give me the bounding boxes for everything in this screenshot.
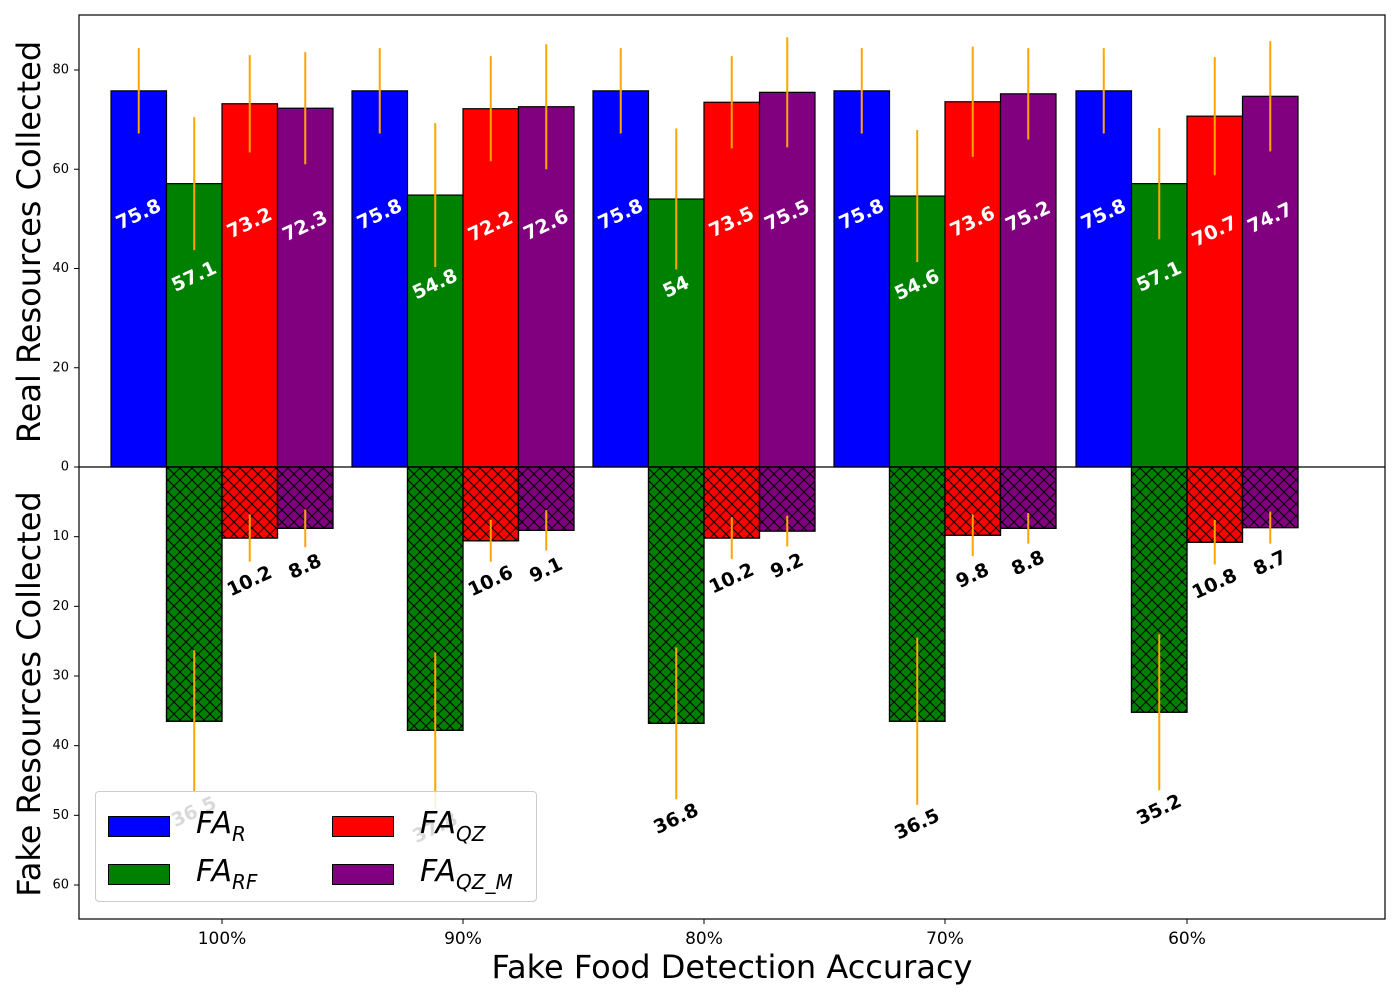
bar-real-s3-c4 [1241, 95, 1299, 468]
y-tick-label-fake-2: 30 [52, 669, 69, 684]
data-label-fake-s2-c1: 10.6 [465, 561, 517, 601]
data-label-fake-s2-c4: 10.8 [1189, 564, 1241, 604]
x-tick-label-1: 90% [444, 929, 482, 949]
data-label-fake-s2-c2: 10.2 [706, 559, 758, 599]
legend-swatch-fa-r [108, 815, 170, 837]
y-tick-label-real-2: 40 [52, 261, 69, 276]
x-tick-label-4: 60% [1168, 929, 1206, 949]
legend-label-fa-r: FAR [196, 806, 246, 846]
legend-entry-fa-r: FAR [108, 806, 246, 846]
data-label-fake-s2-c3: 9.8 [953, 559, 993, 593]
x-axis-title: Fake Food Detection Accuracy [492, 948, 973, 986]
bar-real-s2-c0 [221, 103, 279, 468]
data-label-fake-s3-c3: 8.8 [1008, 546, 1048, 580]
legend-label-fa-qz-m: FAQZ_M [420, 854, 513, 894]
bar-real-s0-c1 [351, 90, 409, 468]
data-label-fake-s2-c0: 10.2 [224, 561, 276, 601]
data-label-fake-s3-c2: 9.2 [767, 549, 807, 583]
bar-real-s0-c0 [110, 90, 168, 468]
y-axis-title-real: Real Resources Collected [10, 41, 48, 443]
data-label-fake-s1-c3: 36.5 [891, 805, 943, 845]
y-axis-title-fake: Fake Resources Collected [10, 491, 48, 896]
bar-real-s3-c3 [999, 93, 1057, 468]
bars-layer [110, 90, 1299, 731]
legend-label-fa-qz: FAQZ [420, 806, 486, 846]
x-tick-label-0: 100% [198, 929, 247, 949]
y-tick-label-fake-4: 50 [52, 808, 69, 823]
y-tick-label-fake-0: 10 [52, 529, 69, 544]
data-label-fake-s3-c0: 8.8 [285, 550, 325, 584]
x-tick-label-2: 80% [685, 929, 723, 949]
bar-real-s0-c4 [1075, 90, 1133, 468]
bar-real-s0-c3 [833, 90, 891, 468]
bar-real-s3-c2 [758, 91, 816, 468]
bar-real-s2-c2 [703, 101, 761, 468]
y-tick-label-real-3: 60 [52, 162, 69, 177]
bar-real-s0-c2 [592, 90, 650, 468]
data-label-fake-s1-c4: 35.2 [1133, 790, 1185, 830]
legend-swatch-fa-rf [108, 863, 170, 885]
bar-real-s3-c0 [276, 107, 334, 468]
error-bars-layer [137, 37, 1272, 809]
bar-real-s2-c1 [462, 108, 520, 468]
legend-swatch-fa-qz [332, 815, 394, 837]
legend-entry-fa-rf: FARF [108, 854, 257, 894]
axes-layer: 0 20 40 60 80 10 20 30 40 50 60 100% 90% 80% 70% 60% [52, 14, 1386, 949]
legend-entry-fa-qz: FAQZ [332, 806, 485, 846]
y-tick-label-fake-3: 40 [52, 738, 69, 753]
legend: FAR FAQZ FARF FAQZ_M [95, 791, 537, 902]
data-label-fake-s3-c1: 9.1 [526, 553, 566, 587]
x-tick-label-3: 70% [926, 929, 964, 949]
data-label-fake-s1-c2: 36.8 [650, 799, 702, 839]
legend-swatch-fa-qz-m [332, 863, 394, 885]
y-tick-label-fake-5: 60 [52, 878, 69, 893]
legend-label-fa-rf: FARF [196, 854, 258, 894]
data-label-fake-s3-c4: 8.7 [1250, 546, 1290, 580]
y-tick-label-real-0: 0 [61, 460, 69, 475]
legend-entry-fa-qz-m: FAQZ_M [332, 854, 513, 894]
y-tick-label-real-4: 80 [52, 63, 69, 78]
y-tick-label-real-1: 20 [52, 360, 69, 375]
y-tick-label-fake-1: 20 [52, 599, 69, 614]
